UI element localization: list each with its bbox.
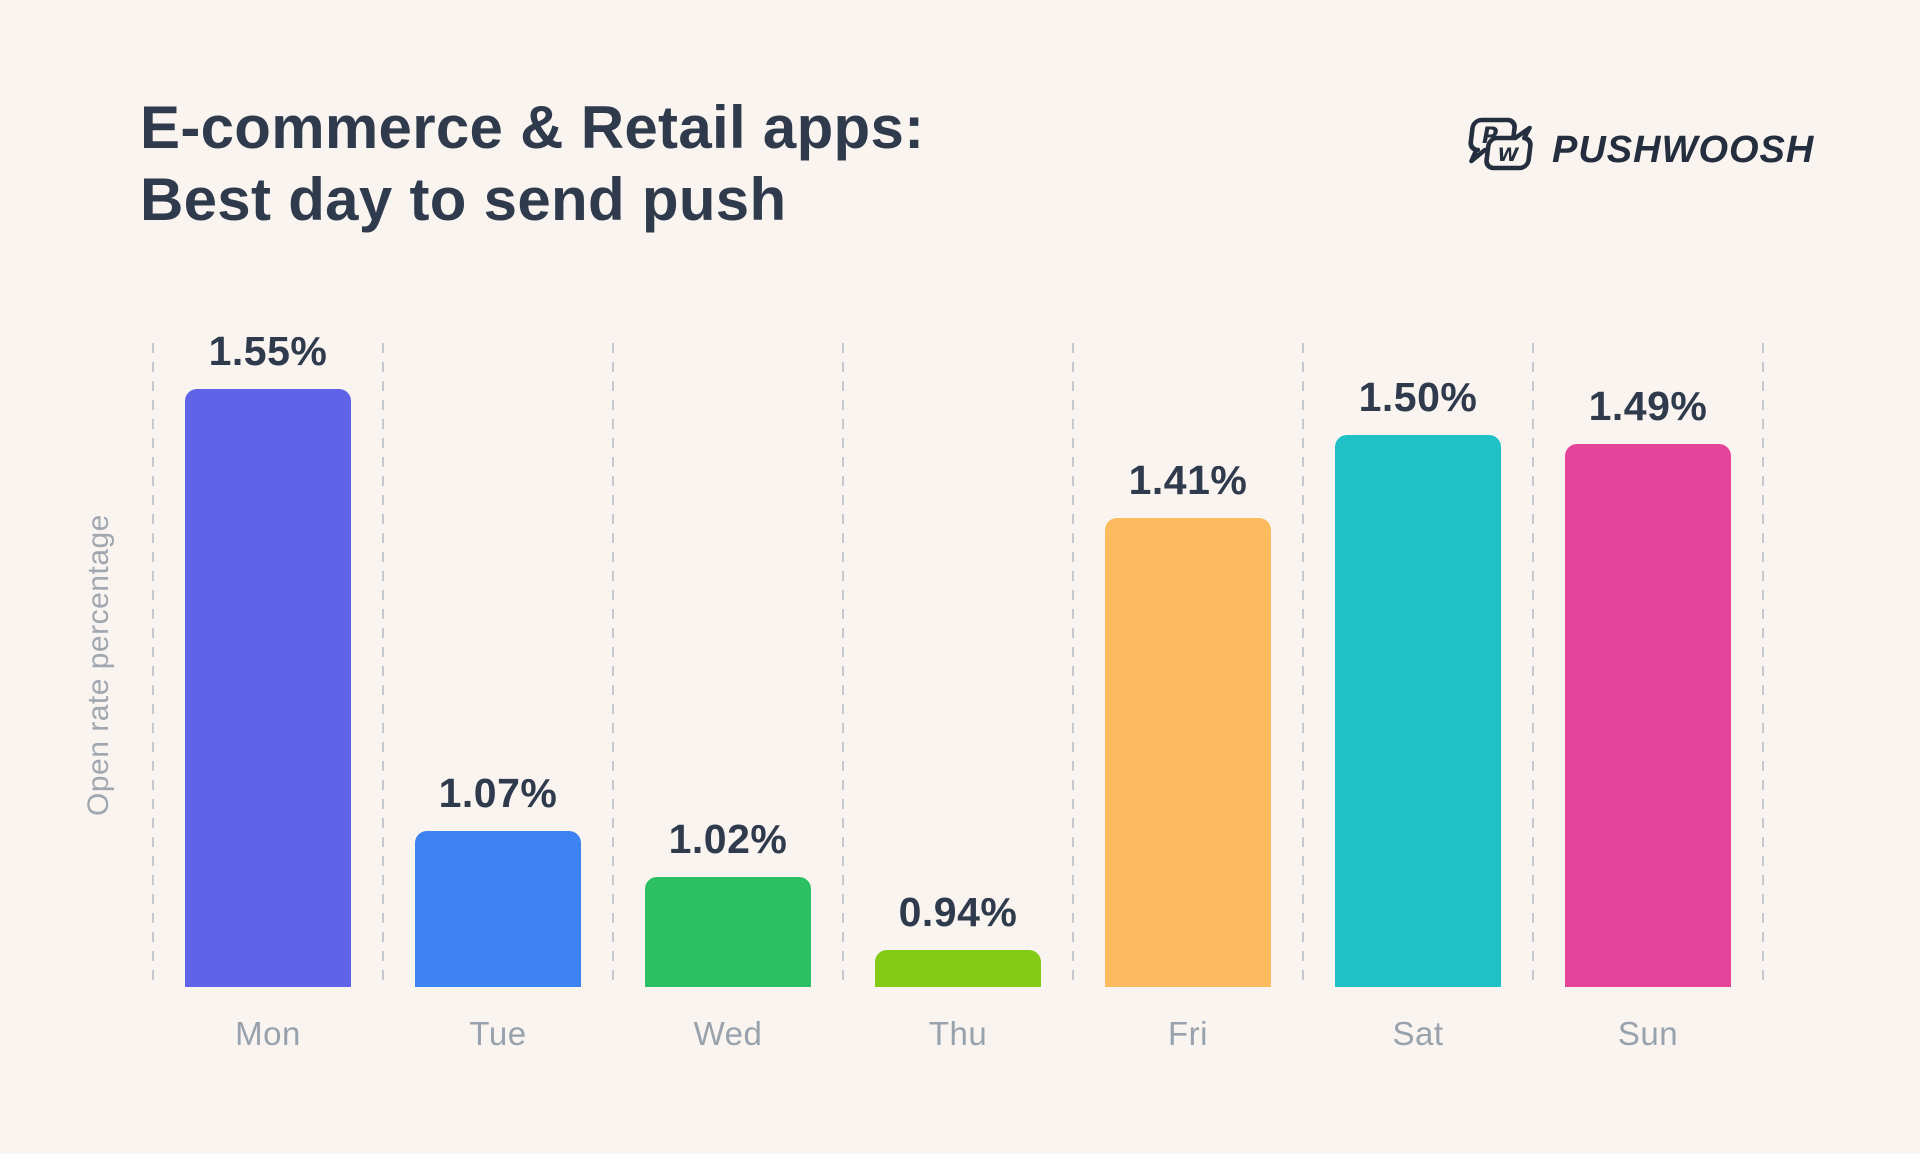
gridline <box>1302 343 1304 987</box>
plot-area: 1.55% Mon 1.07% Tue 1.02% Wed 0.94% <box>152 328 1764 1052</box>
gridline <box>612 343 614 987</box>
bar <box>875 950 1041 987</box>
bar-column: 0.94% Thu <box>842 343 1073 1052</box>
bar-value-label: 1.07% <box>438 770 558 816</box>
bar-column: 1.02% Wed <box>612 343 843 1052</box>
gridline <box>1532 343 1534 987</box>
bar <box>1335 435 1501 987</box>
bar-column: 1.49% Sun <box>1532 343 1763 1052</box>
bar-value-label: 1.41% <box>1128 457 1248 503</box>
x-axis-tick-label: Thu <box>928 1015 988 1052</box>
x-axis-tick-label: Tue <box>469 1015 527 1052</box>
bar-column: 1.50% Sat <box>1302 343 1533 1052</box>
x-axis-tick-label: Mon <box>235 1015 301 1052</box>
gridline <box>152 343 154 987</box>
bar <box>1105 518 1271 987</box>
bar-column: 1.55% Mon <box>152 328 383 1052</box>
bar-value-label: 1.02% <box>668 816 788 862</box>
bar <box>185 389 351 987</box>
pushwoosh-logo: P W PUSHWOOSH <box>1466 116 1814 184</box>
bar <box>1565 444 1731 987</box>
y-axis-label: Open rate percentage <box>82 514 115 816</box>
x-axis-tick-label: Fri <box>1168 1015 1208 1052</box>
gridline <box>382 343 384 987</box>
bar-value-label: 1.55% <box>208 328 328 374</box>
chart-title-line-2: Best day to send push <box>140 166 787 233</box>
bar-value-label: 1.50% <box>1358 374 1478 420</box>
bar-column: 1.07% Tue <box>382 343 613 1052</box>
chart-title-line-1: E-commerce & Retail apps: <box>140 94 925 161</box>
gridline <box>1072 343 1074 987</box>
chart-title: E-commerce & Retail apps: Best day to se… <box>140 92 924 236</box>
pushwoosh-logo-icon: P W <box>1468 117 1533 171</box>
bar <box>415 831 581 987</box>
logo-letter-w: W <box>1498 144 1520 166</box>
bar-value-label: 1.49% <box>1588 383 1708 429</box>
gridline <box>1762 343 1764 987</box>
bar <box>645 877 811 987</box>
gridline <box>842 343 844 987</box>
bar-value-label: 0.94% <box>898 889 1018 935</box>
pushwoosh-wordmark: PUSHWOOSH <box>1552 128 1815 171</box>
x-axis-tick-label: Wed <box>693 1015 763 1052</box>
logo-letter-p: P <box>1482 124 1498 149</box>
x-axis-tick-label: Sat <box>1392 1015 1444 1052</box>
x-axis-tick-label: Sun <box>1617 1015 1679 1052</box>
bar-column: 1.41% Fri <box>1072 343 1303 1052</box>
